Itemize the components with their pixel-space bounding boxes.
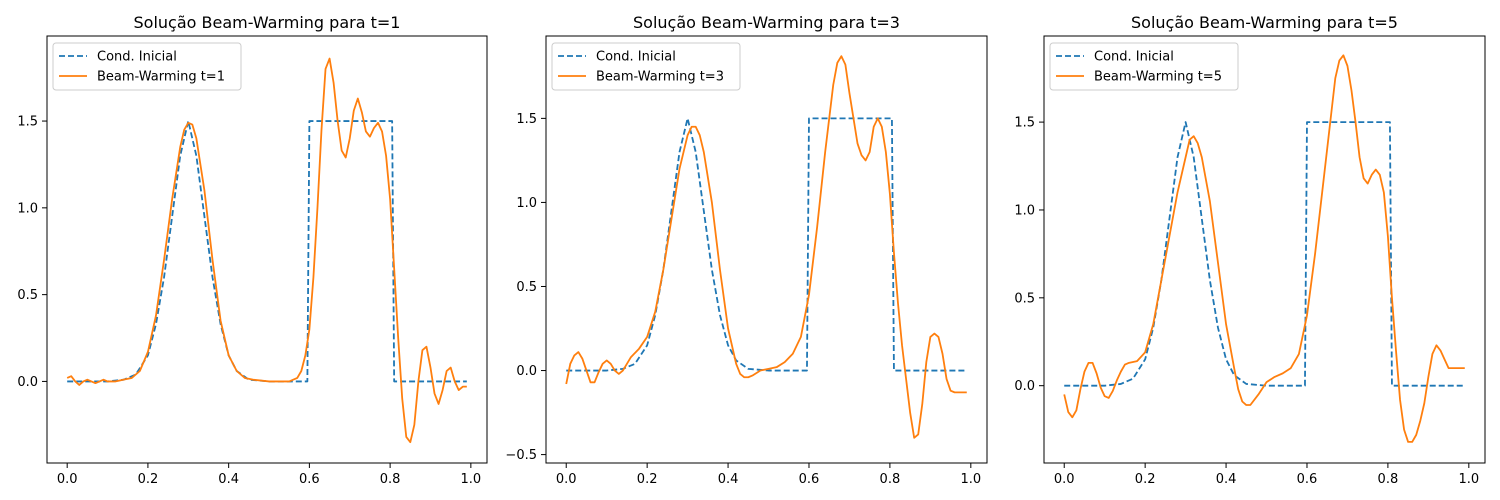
y-tick-label: −0.5 bbox=[505, 448, 537, 463]
chart-panel-1: Solução Beam-Warming para t=1 0.0 0.2 0.4 0.… bbox=[17, 13, 488, 487]
x-tick-label: 0.0 bbox=[1054, 472, 1075, 487]
y-tick-label: 1.5 bbox=[17, 115, 38, 130]
legend-label-1: Cond. Inicial bbox=[97, 50, 177, 65]
y-tick-label: 1.5 bbox=[1014, 116, 1035, 131]
x-tick-label: 0.8 bbox=[880, 472, 901, 487]
chart-title: Solução Beam-Warming para t=5 bbox=[1131, 13, 1398, 32]
x-tick-label: 0.8 bbox=[1378, 472, 1399, 487]
x-tick-label: 0.6 bbox=[1297, 472, 1318, 487]
legend-label-2: Beam-Warming t=5 bbox=[1094, 70, 1222, 85]
legend-label-1: Cond. Inicial bbox=[1094, 50, 1174, 65]
y-tick-label: 0.5 bbox=[1014, 291, 1035, 306]
y-tick-label: 0.5 bbox=[516, 280, 537, 295]
x-tick-label: 0.4 bbox=[1216, 472, 1237, 487]
chart-title: Solução Beam-Warming para t=3 bbox=[633, 13, 900, 32]
x-tick-label: 0.8 bbox=[380, 472, 401, 487]
x-tick-label: 1.0 bbox=[960, 472, 981, 487]
x-tick-label: 0.2 bbox=[138, 472, 159, 487]
x-tick-label: 0.2 bbox=[637, 472, 658, 487]
y-tick-label: 0.0 bbox=[516, 364, 537, 379]
legend-label-2: Beam-Warming t=1 bbox=[97, 70, 225, 85]
x-tick-label: 0.2 bbox=[1135, 472, 1156, 487]
axes-frame bbox=[545, 35, 988, 464]
chart-panel-2: Solução Beam-Warming para t=3 0.0 0.2 0.4 0.… bbox=[505, 13, 988, 487]
legend-box bbox=[1049, 42, 1239, 91]
legend: Cond. Inicial Beam-Warming t=3 bbox=[551, 42, 741, 91]
y-tick-label: 1.5 bbox=[516, 112, 537, 127]
x-tick-label: 0.4 bbox=[218, 472, 239, 487]
x-tick-label: 1.0 bbox=[1458, 472, 1479, 487]
legend-label-1: Cond. Inicial bbox=[596, 50, 676, 65]
legend-box bbox=[551, 42, 741, 91]
x-tick-label: 0.6 bbox=[799, 472, 820, 487]
legend-box bbox=[52, 42, 242, 91]
y-tick-label: 0.0 bbox=[1014, 379, 1035, 394]
y-tick-label: 0.0 bbox=[17, 375, 38, 390]
chart-panel-3: Solução Beam-Warming para t=5 0.0 0.2 0.4 0.… bbox=[1014, 13, 1486, 487]
legend: Cond. Inicial Beam-Warming t=5 bbox=[1049, 42, 1239, 91]
y-tick-label: 1.0 bbox=[1014, 203, 1035, 218]
series-line-2 bbox=[66, 57, 467, 444]
legend: Cond. Inicial Beam-Warming t=1 bbox=[52, 42, 242, 91]
x-tick-label: 0.0 bbox=[57, 472, 78, 487]
y-tick-label: 1.0 bbox=[17, 201, 38, 216]
x-tick-label: 0.0 bbox=[556, 472, 577, 487]
y-tick-label: 1.0 bbox=[516, 196, 537, 211]
x-tick-label: 1.0 bbox=[461, 472, 482, 487]
chart-title: Solução Beam-Warming para t=1 bbox=[134, 13, 401, 32]
series-line-1 bbox=[67, 120, 467, 383]
x-tick-label: 0.6 bbox=[299, 472, 320, 487]
series-line-2 bbox=[565, 55, 967, 439]
series-line-1 bbox=[566, 117, 967, 372]
series-line-2 bbox=[1063, 54, 1465, 443]
axes-frame bbox=[1043, 35, 1486, 464]
y-tick-label: 0.5 bbox=[17, 288, 38, 303]
x-tick-label: 0.4 bbox=[718, 472, 739, 487]
legend-label-2: Beam-Warming t=3 bbox=[596, 70, 724, 85]
axes-frame bbox=[46, 35, 488, 464]
series-line-1 bbox=[1064, 121, 1465, 387]
